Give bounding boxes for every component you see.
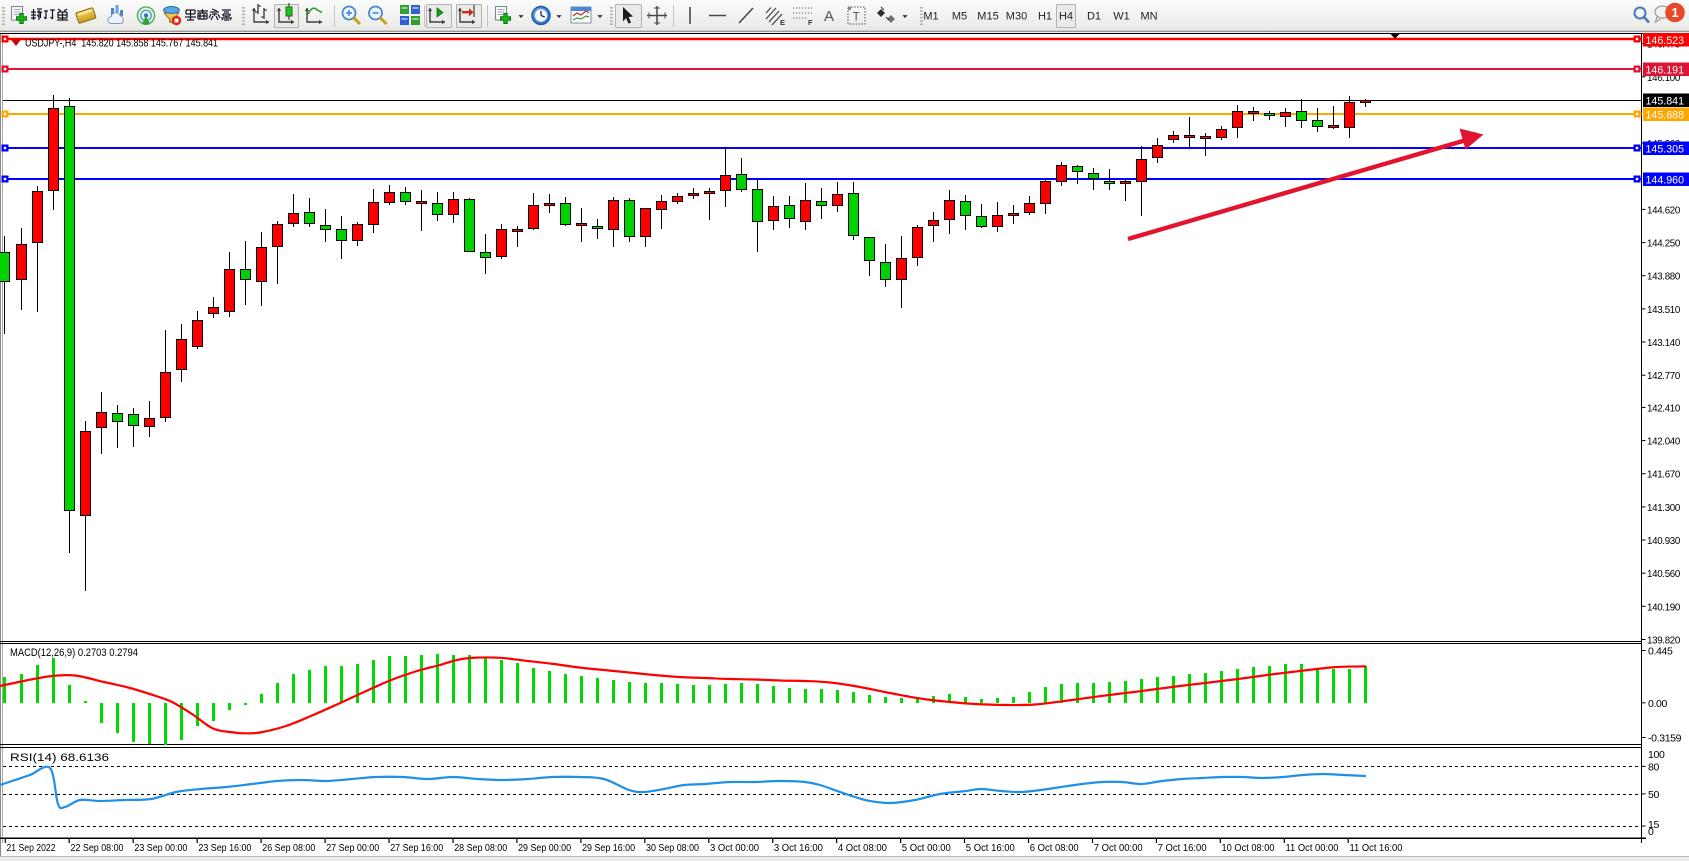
svg-text:0.00: 0.00 bbox=[1648, 698, 1668, 710]
svg-text:-0.3159: -0.3159 bbox=[1648, 733, 1682, 745]
svg-text:29 Sep 00:00: 29 Sep 00:00 bbox=[518, 843, 571, 854]
svg-text:H1: H1 bbox=[1038, 11, 1052, 23]
svg-text:21 Sep 2022: 21 Sep 2022 bbox=[7, 843, 56, 854]
svg-text:140.930: 140.930 bbox=[1647, 535, 1680, 547]
svg-text:11 Oct 00:00: 11 Oct 00:00 bbox=[1286, 843, 1339, 854]
svg-text:26 Sep 08:00: 26 Sep 08:00 bbox=[262, 843, 315, 854]
svg-text:M30: M30 bbox=[1006, 11, 1027, 23]
svg-text:28 Sep 08:00: 28 Sep 08:00 bbox=[454, 843, 507, 854]
svg-text:146.523: 146.523 bbox=[1646, 35, 1685, 47]
svg-text:22 Sep 08:00: 22 Sep 08:00 bbox=[71, 843, 124, 854]
svg-text:0.445: 0.445 bbox=[1648, 646, 1673, 658]
svg-text:140.190: 140.190 bbox=[1647, 601, 1680, 613]
svg-text:M1: M1 bbox=[923, 11, 938, 23]
svg-text:11 Oct 16:00: 11 Oct 16:00 bbox=[1350, 843, 1403, 854]
svg-text:140.560: 140.560 bbox=[1647, 568, 1680, 580]
svg-text:E: E bbox=[780, 18, 785, 27]
svg-text:15: 15 bbox=[1648, 819, 1659, 831]
svg-text:143.880: 143.880 bbox=[1647, 271, 1680, 283]
svg-text:146.191: 146.191 bbox=[1646, 65, 1685, 77]
svg-text:139.820: 139.820 bbox=[1647, 635, 1680, 647]
svg-text:7 Oct 00:00: 7 Oct 00:00 bbox=[1094, 843, 1143, 854]
svg-text:23 Sep 16:00: 23 Sep 16:00 bbox=[198, 843, 251, 854]
svg-text:MN: MN bbox=[1140, 11, 1157, 23]
svg-text:145.841: 145.841 bbox=[1646, 96, 1685, 108]
svg-text:5 Oct 00:00: 5 Oct 00:00 bbox=[902, 843, 951, 854]
svg-text:3 Oct 16:00: 3 Oct 16:00 bbox=[774, 843, 823, 854]
svg-text:80: 80 bbox=[1648, 761, 1659, 773]
svg-text:142.770: 142.770 bbox=[1647, 370, 1680, 382]
svg-text:MACD(12,26,9) 0.2703 0.2794: MACD(12,26,9) 0.2703 0.2794 bbox=[10, 647, 138, 659]
svg-text:142.410: 142.410 bbox=[1647, 402, 1680, 414]
svg-text:29 Sep 16:00: 29 Sep 16:00 bbox=[582, 843, 635, 854]
svg-text:6 Oct 08:00: 6 Oct 08:00 bbox=[1030, 843, 1079, 854]
svg-text:50: 50 bbox=[1648, 789, 1659, 801]
svg-text:144.960: 144.960 bbox=[1646, 175, 1685, 187]
svg-text:A: A bbox=[824, 8, 834, 25]
svg-text:145.688: 145.688 bbox=[1646, 110, 1685, 122]
svg-text:141.300: 141.300 bbox=[1647, 502, 1680, 514]
svg-text:M5: M5 bbox=[952, 11, 967, 23]
svg-text:USDJPY-,H4 145.820 145.858 14: USDJPY-,H4 145.820 145.858 145.767 145.8… bbox=[25, 38, 218, 50]
svg-text:W1: W1 bbox=[1113, 11, 1130, 23]
svg-text:D1: D1 bbox=[1087, 11, 1101, 23]
svg-text:100: 100 bbox=[1648, 749, 1665, 761]
svg-text:3 Oct 00:00: 3 Oct 00:00 bbox=[710, 843, 759, 854]
svg-text:30 Sep 08:00: 30 Sep 08:00 bbox=[646, 843, 699, 854]
svg-text:F: F bbox=[808, 18, 813, 27]
svg-text:4 Oct 08:00: 4 Oct 08:00 bbox=[838, 843, 887, 854]
svg-text:144.620: 144.620 bbox=[1647, 204, 1680, 216]
svg-text:RSI(14) 68.6136: RSI(14) 68.6136 bbox=[10, 752, 109, 764]
svg-text:7 Oct 16:00: 7 Oct 16:00 bbox=[1158, 843, 1207, 854]
svg-text:141.670: 141.670 bbox=[1647, 469, 1680, 481]
svg-text:23 Sep 00:00: 23 Sep 00:00 bbox=[134, 843, 187, 854]
svg-text:5 Oct 16:00: 5 Oct 16:00 bbox=[966, 843, 1015, 854]
svg-text:142.040: 142.040 bbox=[1647, 436, 1680, 448]
svg-text:H4: H4 bbox=[1059, 11, 1073, 23]
svg-text:143.510: 143.510 bbox=[1647, 304, 1680, 316]
svg-text:144.250: 144.250 bbox=[1647, 238, 1680, 250]
svg-text:27 Sep 00:00: 27 Sep 00:00 bbox=[326, 843, 379, 854]
svg-text:0: 0 bbox=[1648, 826, 1654, 838]
svg-text:145.305: 145.305 bbox=[1646, 144, 1685, 156]
svg-text:T: T bbox=[853, 10, 861, 24]
svg-text:1: 1 bbox=[1671, 5, 1678, 20]
svg-text:27 Sep 16:00: 27 Sep 16:00 bbox=[390, 843, 443, 854]
svg-text:143.140: 143.140 bbox=[1647, 337, 1680, 349]
svg-text:M15: M15 bbox=[977, 11, 998, 23]
svg-text:10 Oct 08:00: 10 Oct 08:00 bbox=[1222, 843, 1275, 854]
